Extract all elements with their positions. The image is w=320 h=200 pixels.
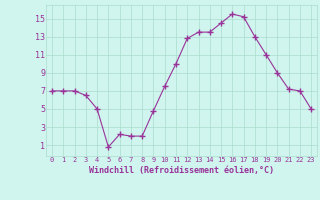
X-axis label: Windchill (Refroidissement éolien,°C): Windchill (Refroidissement éolien,°C) [89,166,274,175]
